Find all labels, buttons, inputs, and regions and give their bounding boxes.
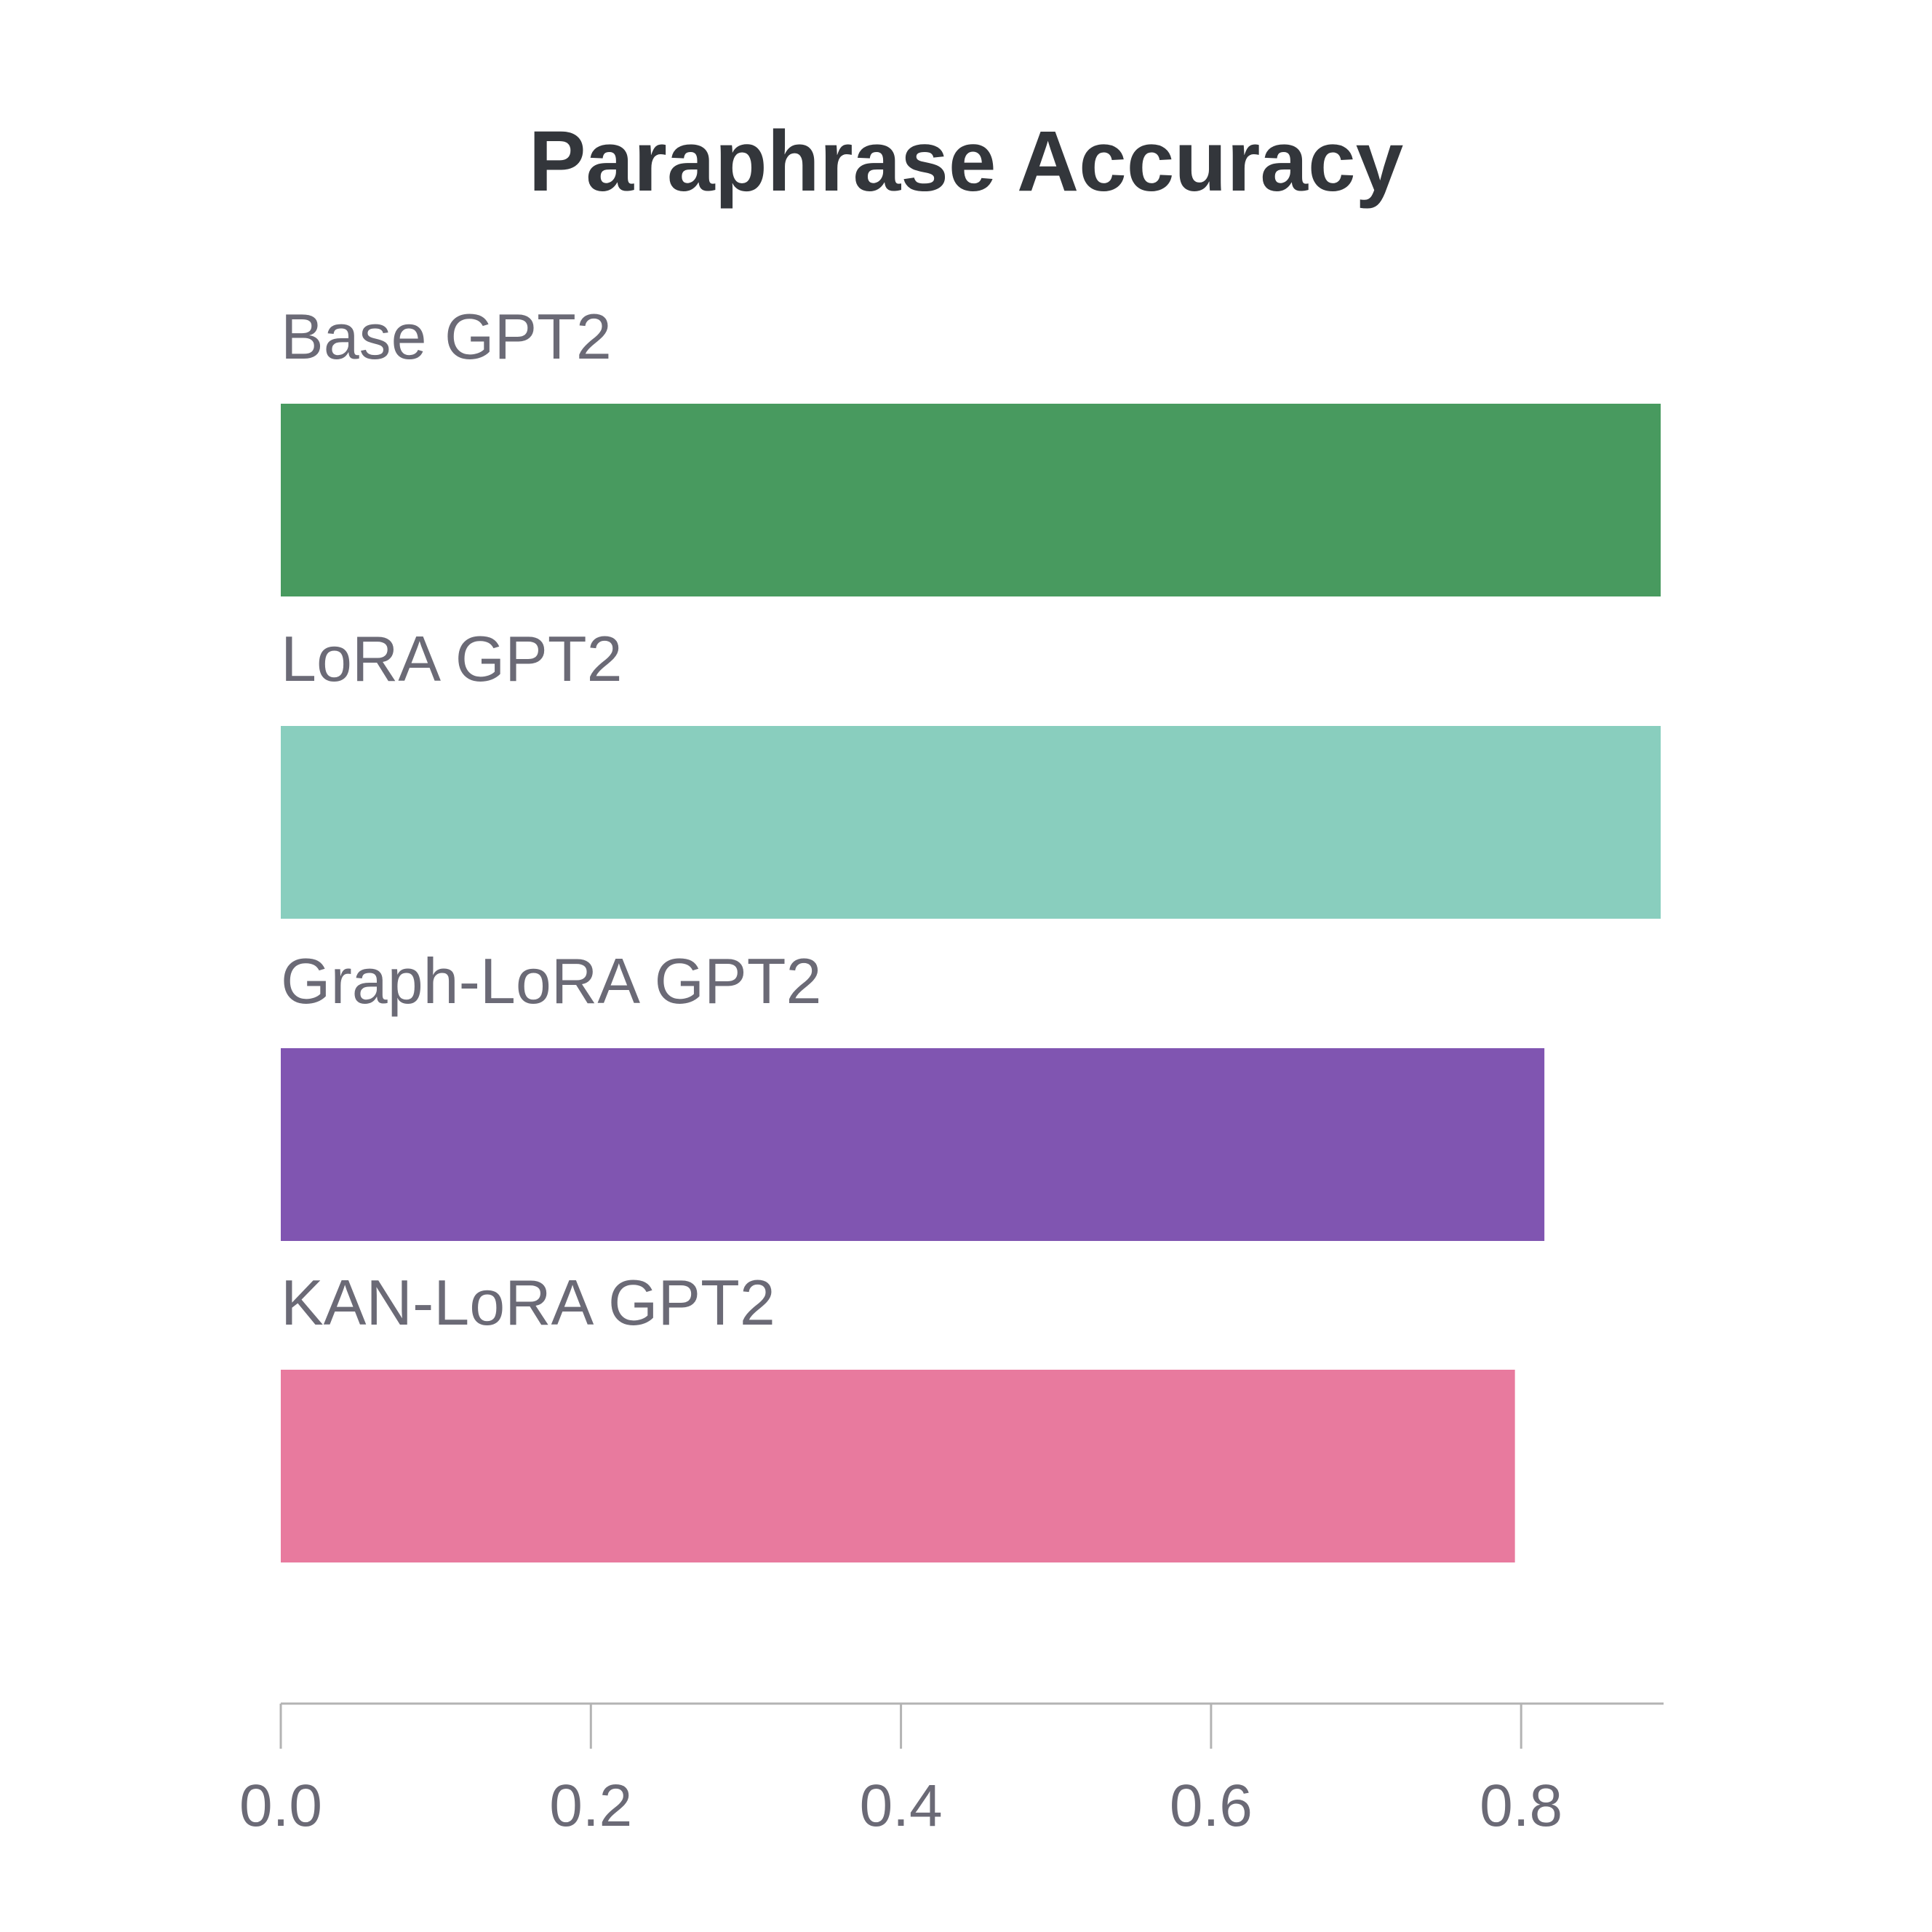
bar-label-kan-lora-gpt2: KAN-LoRA GPT2 [281,1266,775,1338]
bar-label-lora-gpt2: LoRA GPT2 [281,623,623,695]
x-tick-label: 0.0 [239,1773,322,1839]
x-tick-label: 0.2 [549,1773,632,1839]
bar-base-gpt2 [281,404,1661,596]
bar-kan-lora-gpt2 [281,1370,1515,1562]
bar-graph-lora-gpt2 [281,1048,1545,1241]
bar-lora-gpt2 [281,726,1661,919]
x-tick-label: 0.8 [1480,1773,1562,1839]
x-tick-label: 0.4 [860,1773,943,1839]
bar-label-graph-lora-gpt2: Graph-LoRA GPT2 [281,945,821,1017]
x-tick-label: 0.6 [1170,1773,1253,1839]
chart-title: Paraphrase Accuracy [529,113,1404,209]
bars-group: Base GPT2 LoRA GPT2 Graph-LoRA GPT2 KAN-LoR… [281,300,1661,1562]
x-axis: 0.0 0.2 0.4 0.6 0.8 [239,1702,1664,1839]
bar-label-base-gpt2: Base GPT2 [281,300,612,372]
